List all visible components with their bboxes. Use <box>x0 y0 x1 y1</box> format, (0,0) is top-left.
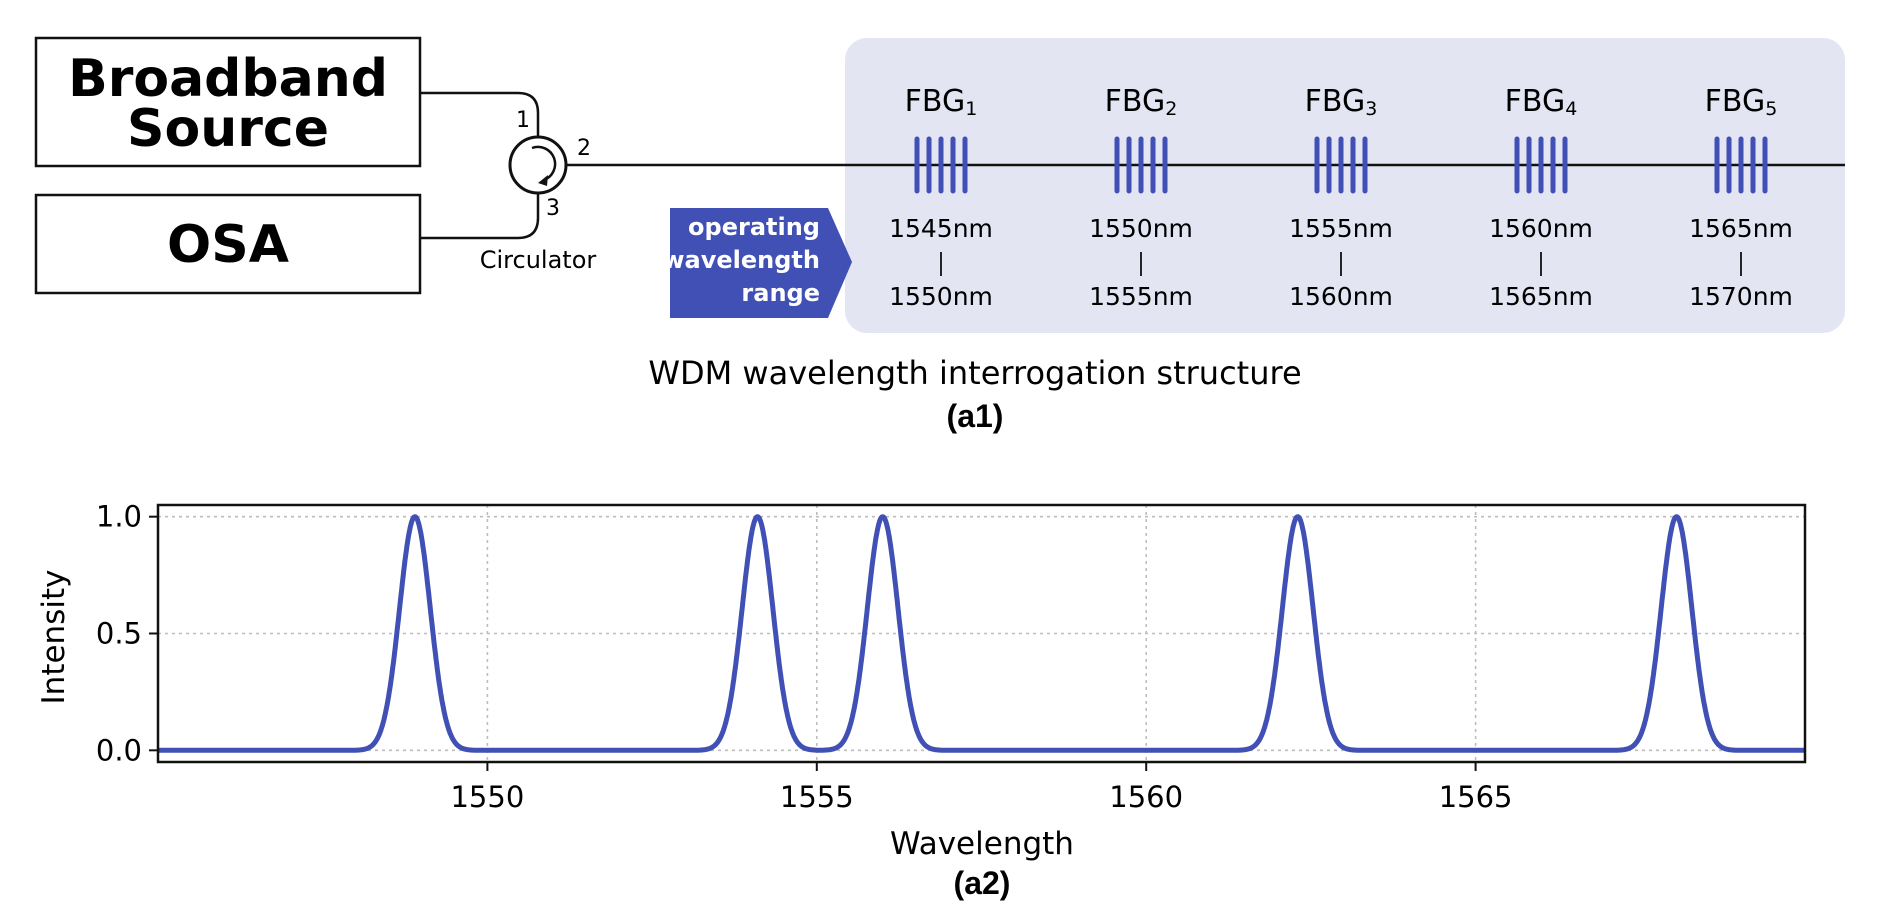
fbg-grating-icon <box>1114 136 1168 194</box>
fbg-2: FBG2 1550nm 1555nm <box>1089 84 1193 311</box>
broadband-source-box: Broadband Source <box>34 36 422 168</box>
fbg-5: FBG5 1565nm 1570nm <box>1689 84 1793 311</box>
fbg-grating-icon <box>1314 136 1368 194</box>
fiber-circulator-to-osa <box>420 192 540 240</box>
circulator-ring <box>508 135 568 195</box>
fbg-range-start: 1545nm <box>889 214 993 243</box>
fbg-1: FBG1 1545nm 1550nm <box>889 84 993 311</box>
range-tag-line1: operating <box>688 213 820 241</box>
fbg-label: FBG5 <box>1705 84 1778 120</box>
fbg-label-subscript: 5 <box>1765 98 1777 120</box>
x-tick-label: 1565 <box>1439 780 1513 814</box>
fbg-range-start: 1555nm <box>1289 214 1393 243</box>
spectrum-series-line <box>156 514 1807 753</box>
fbg-4: FBG4 1560nm 1565nm <box>1489 84 1593 311</box>
fbg-range-end: 1570nm <box>1689 282 1793 311</box>
x-tick-label: 1560 <box>1109 780 1183 814</box>
fbg-label: FBG4 <box>1505 84 1578 120</box>
fbg-range-end: 1555nm <box>1089 282 1193 311</box>
fbg-label-name: FBG <box>1305 84 1366 119</box>
source-label-line1: Broadband <box>68 49 388 109</box>
fbg-label-name: FBG <box>1705 84 1766 119</box>
fbg-range-end: 1565nm <box>1489 282 1593 311</box>
fbg-label: FBG2 <box>1105 84 1178 120</box>
wdm-diagram: Broadband Source OSA 1 2 3 Circulator op… <box>34 36 1845 434</box>
fbg-label-subscript: 4 <box>1565 98 1577 120</box>
osa-label: OSA <box>167 215 289 275</box>
circulator-label: Circulator <box>480 246 597 274</box>
range-tag-line2: wavelength <box>662 246 820 274</box>
fbg-range-end: 1560nm <box>1289 282 1393 311</box>
circulator: 1 2 3 Circulator <box>480 108 597 274</box>
operating-range-tag: operating wavelength range <box>662 208 852 318</box>
circulator-arrowhead-icon <box>538 175 548 186</box>
fbg-label: FBG1 <box>905 84 978 120</box>
fbg-label-name: FBG <box>1105 84 1166 119</box>
fbg-range-start: 1565nm <box>1689 214 1793 243</box>
fbg-label-subscript: 3 <box>1365 98 1377 120</box>
range-tag-shape <box>670 208 852 318</box>
x-axis-ticks: 1550 1555 1560 1565 <box>450 762 1513 814</box>
osa-box: OSA <box>34 193 422 295</box>
chart-caption-tag: (a2) <box>954 865 1011 901</box>
fbg-label-name: FBG <box>1505 84 1566 119</box>
fbg-grating-icon <box>914 136 968 194</box>
y-tick-label: 0.0 <box>96 733 142 767</box>
spectrum-chart: 1550 1555 1560 1565 0.0 0.5 1.0 Wavelength In… <box>36 500 1807 901</box>
fbg-label-subscript: 2 <box>1165 98 1177 120</box>
range-tag-line3: range <box>741 279 820 307</box>
fbg-grating-icon <box>1514 136 1568 194</box>
source-label-line2: Source <box>127 99 329 159</box>
fbg-label-name: FBG <box>905 84 966 119</box>
x-tick-label: 1555 <box>780 780 854 814</box>
port-1-label: 1 <box>516 108 530 133</box>
port-3-label: 3 <box>546 196 560 221</box>
fbg-range-end: 1550nm <box>889 282 993 311</box>
diagram-caption-tag: (a1) <box>947 398 1004 434</box>
y-axis-label: Intensity <box>36 570 72 705</box>
fbg-gratings: FBG11545nm1550nmFBG21550nm1555nmFBG31555… <box>889 84 1793 311</box>
y-axis-ticks: 0.0 0.5 1.0 <box>96 500 158 767</box>
fbg-label: FBG3 <box>1305 84 1378 120</box>
fbg-range-start: 1560nm <box>1489 214 1593 243</box>
fbg-grating-icon <box>1714 136 1768 194</box>
fbg-3: FBG3 1555nm 1560nm <box>1289 84 1393 311</box>
diagram-caption: WDM wavelength interrogation structure <box>648 354 1301 392</box>
y-tick-label: 1.0 <box>96 500 142 534</box>
port-2-label: 2 <box>577 136 591 161</box>
y-tick-label: 0.5 <box>96 617 142 651</box>
fbg-array-panel <box>845 38 1845 333</box>
x-axis-label: Wavelength <box>890 826 1074 862</box>
x-tick-label: 1550 <box>450 780 524 814</box>
circulator-arrow-icon <box>531 145 557 182</box>
fbg-label-subscript: 1 <box>965 98 977 120</box>
fiber-source-to-circulator <box>420 91 540 138</box>
fbg-range-start: 1550nm <box>1089 214 1193 243</box>
